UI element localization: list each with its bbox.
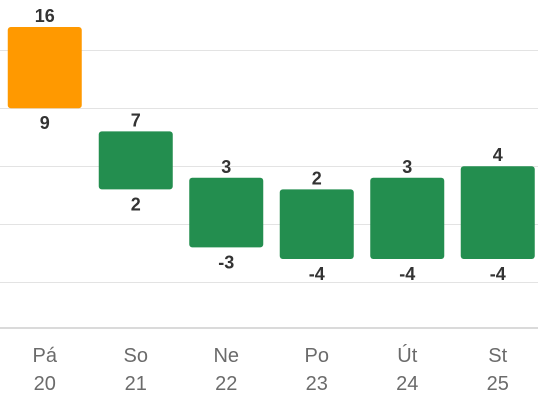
- x-tick-date-label: 24: [396, 373, 418, 395]
- high-value-label: 3: [402, 157, 412, 177]
- low-value-label: 2: [131, 194, 141, 214]
- low-value-label: -3: [218, 252, 234, 272]
- x-tick-day-label: Ne: [213, 345, 239, 367]
- high-value-label: 4: [493, 145, 503, 165]
- temperature-bar: [98, 131, 173, 190]
- high-value-label: 2: [312, 168, 322, 188]
- x-tick-date-label: 22: [215, 373, 237, 395]
- x-tick-day-label: St: [488, 345, 507, 367]
- low-value-label: 9: [40, 113, 50, 133]
- temperature-bar: [189, 177, 264, 248]
- temperature-bar: [460, 166, 535, 259]
- grid: [0, 50, 538, 329]
- temperature-bar: [7, 27, 82, 109]
- x-tick-date-label: 21: [125, 373, 147, 395]
- x-tick-date-label: 23: [306, 373, 328, 395]
- x-tick-date-label: 20: [34, 373, 56, 395]
- temperature-bar: [370, 177, 445, 259]
- high-value-label: 3: [221, 157, 231, 177]
- low-value-label: -4: [490, 264, 506, 284]
- x-tick-day-label: Po: [305, 345, 329, 367]
- high-value-label: 7: [131, 110, 141, 130]
- bars: [7, 27, 535, 259]
- low-value-label: -4: [399, 264, 415, 284]
- value-labels: 16 9 7 2 3 -3 2 -4 3 -4 4 -4: [35, 6, 506, 284]
- high-value-label: 16: [35, 6, 55, 26]
- x-tick-date-label: 25: [487, 373, 509, 395]
- x-axis: Pá 20 So 21 Ne 22 Po 23 Út 24 St 25: [33, 344, 509, 395]
- temperature-bar: [279, 189, 354, 259]
- x-tick-day-label: Út: [397, 344, 417, 367]
- low-value-label: -4: [309, 264, 325, 284]
- x-tick-day-label: So: [124, 345, 148, 367]
- x-tick-day-label: Pá: [33, 345, 58, 367]
